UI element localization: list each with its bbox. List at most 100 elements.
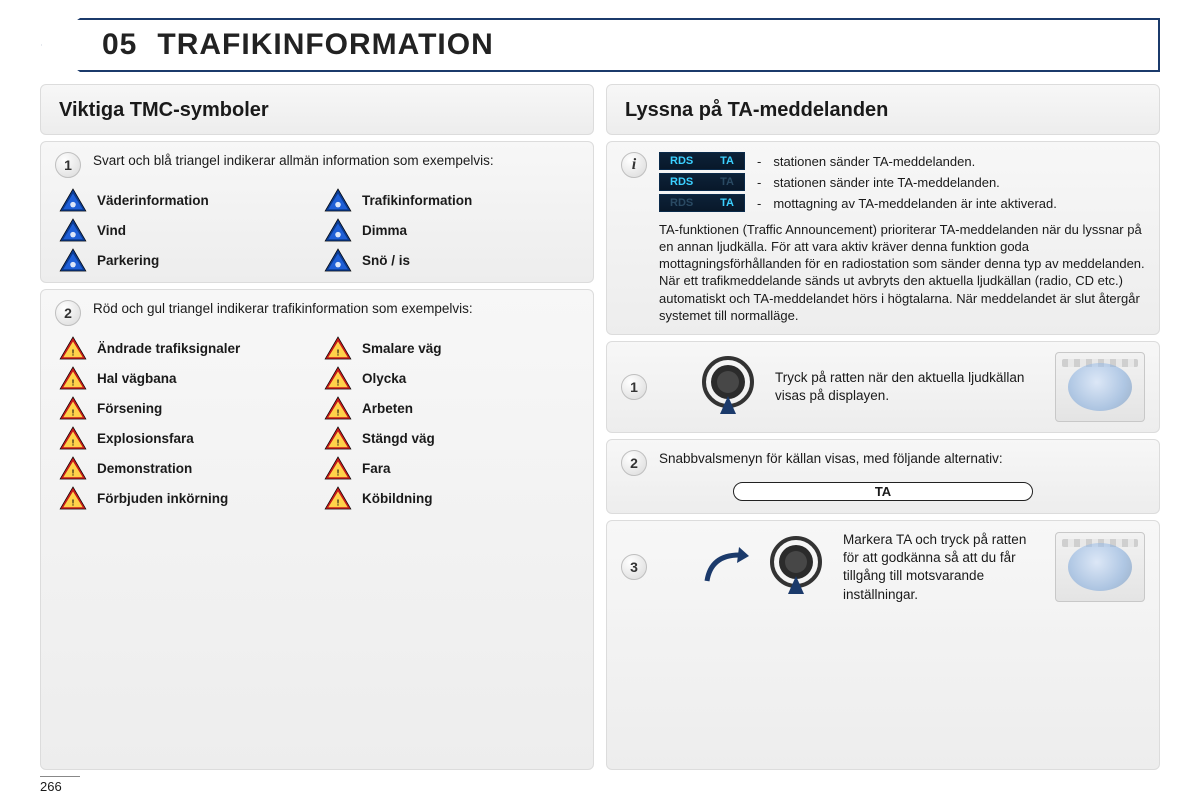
symbol-item: Parkering <box>59 248 314 272</box>
symbol-label: Trafikinformation <box>362 193 472 208</box>
symbol-item: Snö / is <box>324 248 579 272</box>
symbol-item: ! Försening <box>59 396 314 420</box>
page-title: 05TRAFIKINFORMATION <box>102 28 494 62</box>
step1-panel: 1 Tryck på ratten när den aktuella ljudk… <box>606 341 1160 433</box>
knob-icon <box>693 352 763 422</box>
triangle-blue-icon <box>59 248 87 272</box>
symbol-item: ! Ändrade trafiksignaler <box>59 336 314 360</box>
svg-text:!: ! <box>72 467 75 477</box>
svg-text:!: ! <box>72 347 75 357</box>
symbol-item: ! Hal vägbana <box>59 366 314 390</box>
left-column: Viktiga TMC-symboler 1 Svart och blå tri… <box>40 84 594 770</box>
svg-text:!: ! <box>337 347 340 357</box>
symbol-item: ! Olycka <box>324 366 579 390</box>
symbol-item: ! Arbeten <box>324 396 579 420</box>
left-section-2: 2 Röd och gul triangel indikerar trafiki… <box>40 289 594 770</box>
triangle-warn-icon: ! <box>59 456 87 480</box>
warn-symbols-grid: ! Ändrade trafiksignaler ! Smalare väg !… <box>55 336 579 510</box>
section1-intro: Svart och blå triangel indikerar allmän … <box>93 152 579 170</box>
symbol-label: Olycka <box>362 371 406 386</box>
symbol-item: Vind <box>59 218 314 242</box>
rotate-arrow-icon <box>699 547 749 587</box>
rds-row-text: stationen sänder TA-meddelanden. <box>773 154 975 169</box>
symbol-item: ! Smalare väg <box>324 336 579 360</box>
triangle-warn-icon: ! <box>324 456 352 480</box>
symbol-label: Ändrade trafiksignaler <box>97 341 240 356</box>
symbol-item: ! Explosionsfara <box>59 426 314 450</box>
step3-badge: 3 <box>621 554 647 580</box>
dash: - <box>757 154 761 169</box>
triangle-warn-icon: ! <box>324 366 352 390</box>
triangle-warn-icon: ! <box>59 336 87 360</box>
symbol-label: Arbeten <box>362 401 413 416</box>
svg-text:!: ! <box>337 437 340 447</box>
rds-row: RDS TA - stationen sänder TA-meddelanden… <box>659 152 1145 170</box>
section2-intro: Röd och gul triangel indikerar trafikinf… <box>93 300 579 318</box>
badge-1: 1 <box>55 152 81 178</box>
right-heading-panel: Lyssna på TA-meddelanden <box>606 84 1160 135</box>
info-panel: i RDS TA - stationen sänder TA-meddeland… <box>606 141 1160 335</box>
radio-illustration-2 <box>1055 532 1145 602</box>
rds-chip: RDS TA <box>659 173 745 191</box>
symbol-label: Snö / is <box>362 253 410 268</box>
ta-description: TA-funktionen (Traffic Announcement) pri… <box>621 221 1145 324</box>
step3-panel: 3 Markera TA och tryck på ratten f <box>606 520 1160 770</box>
svg-text:!: ! <box>72 497 75 507</box>
symbol-item: Trafikinformation <box>324 188 579 212</box>
triangle-warn-icon: ! <box>324 486 352 510</box>
triangle-blue-icon <box>324 248 352 272</box>
symbol-label: Försening <box>97 401 162 416</box>
info-icon: i <box>621 152 647 178</box>
blue-symbols-grid: Väderinformation Trafikinformation Vind … <box>55 188 579 272</box>
triangle-blue-icon <box>59 218 87 242</box>
triangle-warn-icon: ! <box>324 336 352 360</box>
symbol-item: ! Köbildning <box>324 486 579 510</box>
symbol-label: Smalare väg <box>362 341 442 356</box>
symbol-label: Demonstration <box>97 461 192 476</box>
rds-row: RDS TA - mottagning av TA-meddelanden är… <box>659 194 1145 212</box>
left-section-1: 1 Svart och blå triangel indikerar allmä… <box>40 141 594 283</box>
symbol-label: Explosionsfara <box>97 431 194 446</box>
step2-text: Snabbvalsmenyn för källan visas, med föl… <box>659 450 1145 468</box>
triangle-warn-icon: ! <box>324 426 352 450</box>
page-number: 266 <box>40 776 80 794</box>
symbol-label: Köbildning <box>362 491 432 506</box>
svg-text:!: ! <box>337 467 340 477</box>
title-number: 05 <box>102 28 137 61</box>
symbol-label: Vind <box>97 223 126 238</box>
triangle-warn-icon: ! <box>59 486 87 510</box>
symbol-item: Väderinformation <box>59 188 314 212</box>
dash: - <box>757 196 761 211</box>
symbol-label: Väderinformation <box>97 193 209 208</box>
symbol-item: ! Fara <box>324 456 579 480</box>
right-heading: Lyssna på TA-meddelanden <box>625 99 1141 122</box>
dash: - <box>757 175 761 190</box>
triangle-warn-icon: ! <box>59 366 87 390</box>
symbol-label: Dimma <box>362 223 407 238</box>
svg-text:!: ! <box>72 377 75 387</box>
step2-panel: 2 Snabbvalsmenyn för källan visas, med f… <box>606 439 1160 514</box>
knob-icon-2 <box>761 532 831 602</box>
ta-pill: TA <box>733 482 1033 501</box>
triangle-warn-icon: ! <box>324 396 352 420</box>
symbol-label: Förbjuden inkörning <box>97 491 228 506</box>
rds-row-text: stationen sänder inte TA-meddelanden. <box>773 175 999 190</box>
triangle-warn-icon: ! <box>59 396 87 420</box>
triangle-blue-icon <box>324 218 352 242</box>
rds-rows: RDS TA - stationen sänder TA-meddelanden… <box>659 152 1145 215</box>
svg-text:!: ! <box>337 377 340 387</box>
left-heading: Viktiga TMC-symboler <box>59 99 575 122</box>
left-heading-panel: Viktiga TMC-symboler <box>40 84 594 135</box>
triangle-blue-icon <box>59 188 87 212</box>
step2-badge: 2 <box>621 450 647 476</box>
svg-text:!: ! <box>337 497 340 507</box>
triangle-warn-icon: ! <box>59 426 87 450</box>
right-column: Lyssna på TA-meddelanden i RDS TA - stat… <box>606 84 1160 770</box>
step3-text: Markera TA och tryck på ratten för att g… <box>843 531 1043 604</box>
badge-2: 2 <box>55 300 81 326</box>
rds-row-text: mottagning av TA-meddelanden är inte akt… <box>773 196 1057 211</box>
svg-text:!: ! <box>72 407 75 417</box>
svg-text:!: ! <box>72 437 75 447</box>
symbol-label: Stängd väg <box>362 431 435 446</box>
symbol-item: ! Stängd väg <box>324 426 579 450</box>
